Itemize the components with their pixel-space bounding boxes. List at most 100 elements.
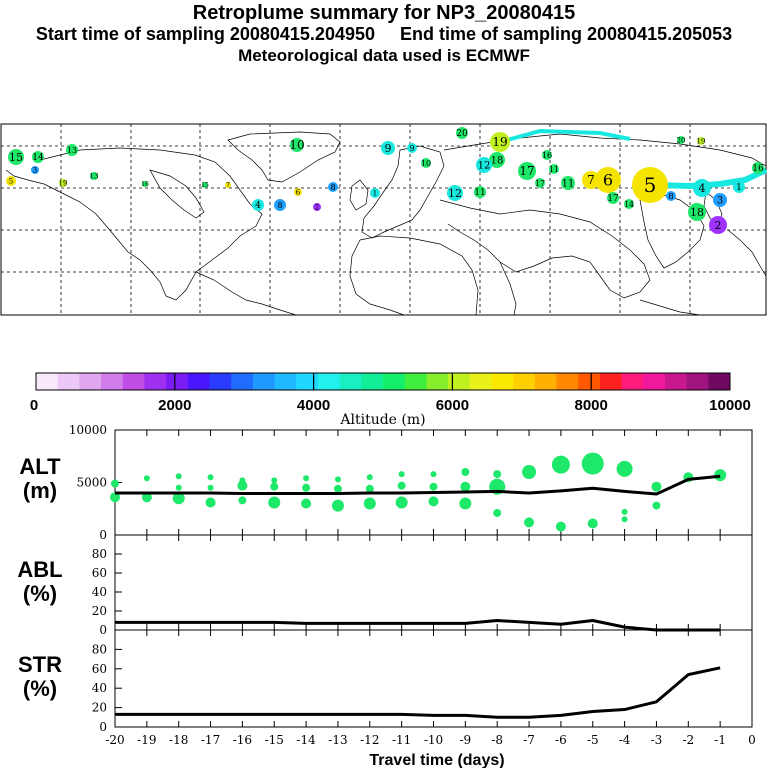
x-tick-label: 0 bbox=[748, 733, 756, 747]
map-marker-dot bbox=[677, 136, 685, 144]
map-marker-label: 10 bbox=[289, 138, 304, 152]
chart-title: Retroplume summary for NP3_20080415 bbox=[192, 2, 576, 24]
map-marker-dot bbox=[66, 144, 78, 156]
map-marker-day-15: 15 bbox=[8, 149, 24, 165]
altitude-cluster-dot bbox=[429, 482, 438, 491]
map-marker-dot bbox=[474, 186, 486, 198]
map-marker-label: 5 bbox=[644, 173, 657, 197]
map-marker-day-18: 18 bbox=[688, 203, 706, 221]
map-marker-label: 12 bbox=[448, 187, 462, 200]
map-marker-label: 17 bbox=[607, 194, 619, 204]
colorbar-swatch bbox=[166, 373, 189, 390]
map-marker-label: 16 bbox=[141, 181, 149, 188]
map-marker-dot bbox=[313, 203, 321, 211]
altitude-colorbar: 0 2000 4000 6000 8000 10000 Altitude (m) bbox=[30, 372, 751, 428]
colorbar-tick-label: 8000 bbox=[575, 397, 608, 414]
altitude-cluster-dot bbox=[334, 476, 341, 483]
altitude-cluster-dot bbox=[301, 498, 312, 509]
altitude-cluster-dot bbox=[268, 496, 281, 509]
map-marker-label: 11 bbox=[474, 188, 485, 198]
y-tick-label: 40 bbox=[92, 681, 107, 695]
panel-ylabel: STR bbox=[18, 652, 62, 677]
x-tick-label: -3 bbox=[651, 733, 663, 747]
map-marker-label: 8 bbox=[330, 183, 335, 192]
map-marker-label: 10 bbox=[421, 159, 431, 168]
colorbar-swatch bbox=[664, 373, 688, 390]
x-tick-label: -9 bbox=[459, 733, 471, 747]
altitude-cluster-dot bbox=[175, 484, 182, 491]
altitude-cluster-dot bbox=[303, 475, 310, 482]
x-tick-label: -1 bbox=[714, 733, 726, 747]
map-marker-day-13: 13 bbox=[90, 172, 98, 180]
altitude-cluster-dot bbox=[551, 455, 570, 474]
x-tick-label: -10 bbox=[424, 733, 443, 747]
altitude-cluster-dot bbox=[237, 480, 248, 491]
map-marker-day-16: 16 bbox=[141, 181, 149, 188]
sampling-times: Start time of sampling 20080415.204950 E… bbox=[35, 24, 733, 44]
map-marker-dot bbox=[421, 158, 431, 168]
map-marker-label: 9 bbox=[409, 144, 414, 153]
altitude-cluster-dot bbox=[652, 501, 661, 510]
map-marker-label: 3 bbox=[33, 166, 37, 174]
map-marker-dot bbox=[290, 138, 304, 152]
colorbar-swatch bbox=[491, 373, 514, 390]
map-marker-day-9: 9 bbox=[407, 143, 417, 153]
altitude-cluster-dot bbox=[331, 499, 344, 512]
altitude-cluster-dot bbox=[143, 475, 150, 482]
map-marker-label: 12 bbox=[478, 161, 491, 172]
map-marker-dot bbox=[752, 162, 764, 174]
x-tick-label: -2 bbox=[682, 733, 694, 747]
colorbar-swatch bbox=[231, 373, 254, 390]
altitude-cluster-dot bbox=[111, 479, 119, 488]
map-marker-day-15: 15 bbox=[201, 182, 209, 189]
altitude-cluster-dot bbox=[493, 470, 502, 479]
panel-abl: 80 60 40 20 0 ABL(%) bbox=[17, 534, 753, 637]
map-marker-day-8: 8 bbox=[274, 199, 286, 211]
colorbar-swatch bbox=[556, 373, 579, 390]
altitude-cluster-dot bbox=[459, 497, 472, 510]
map-marker-dot bbox=[549, 164, 559, 174]
map-marker-dot bbox=[535, 178, 545, 188]
map-marker-label: 18 bbox=[491, 156, 504, 167]
altitude-cluster-dot bbox=[461, 468, 470, 476]
altitude-cluster-dot bbox=[207, 474, 214, 481]
map-marker-dot bbox=[632, 167, 668, 203]
colorbar-swatch bbox=[209, 373, 232, 390]
map-marker-label: 2 bbox=[315, 203, 319, 211]
map-marker-label: 20 bbox=[456, 129, 468, 139]
altitude-cluster-dot bbox=[428, 496, 439, 507]
map-marker-day-6: 6 bbox=[294, 188, 302, 196]
map-marker-label: 7 bbox=[587, 173, 595, 187]
altitude-cluster-dot bbox=[616, 460, 633, 477]
map-marker-day-3: 3 bbox=[31, 166, 39, 174]
map-marker-day-1: 1 bbox=[370, 188, 380, 198]
map-marker-dot bbox=[294, 188, 302, 196]
altitude-cluster-dot bbox=[333, 484, 342, 493]
map-marker-dot bbox=[490, 132, 510, 152]
map-marker-dot bbox=[90, 172, 98, 180]
altitude-cluster-dot bbox=[587, 518, 598, 529]
altitude-cluster-dot bbox=[238, 496, 247, 505]
colorbar-swatch bbox=[57, 373, 80, 390]
colorbar-swatch bbox=[469, 373, 492, 390]
y-tick-label: 80 bbox=[92, 642, 107, 656]
map-marker-label: 8 bbox=[277, 201, 282, 210]
map-marker-dot bbox=[697, 137, 705, 145]
map-marker-label: 19 bbox=[697, 137, 706, 145]
colorbar-frame bbox=[35, 372, 731, 391]
plume-trajectory bbox=[499, 128, 768, 190]
altitude-cluster-dot bbox=[555, 521, 566, 532]
map-marker-day-1: 1 bbox=[733, 181, 745, 193]
map-marker-dot bbox=[328, 182, 338, 192]
panel-frame bbox=[114, 534, 753, 631]
map-marker-dot bbox=[489, 152, 505, 168]
map-marker-label: 2 bbox=[715, 219, 722, 232]
altitude-cluster-dot bbox=[621, 516, 628, 523]
x-tick-label: -18 bbox=[169, 733, 188, 747]
colorbar-tick-label: 2000 bbox=[158, 397, 191, 414]
map-marker-day-5: 5 bbox=[6, 176, 16, 186]
map-marker-day-18: 18 bbox=[489, 152, 505, 168]
map-marker-dot bbox=[733, 181, 745, 193]
colorbar-swatch bbox=[686, 373, 709, 390]
